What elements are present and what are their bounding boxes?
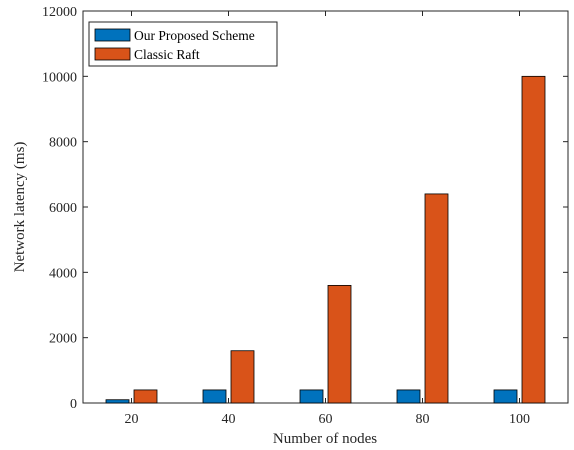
y-tick-label: 2000 <box>49 332 77 347</box>
bar-our-proposed-scheme-100 <box>493 389 518 404</box>
x-tick-label: 40 <box>222 412 236 427</box>
legend-label-classic-raft: Classic Raft <box>134 47 200 62</box>
bar-our-proposed-scheme-40 <box>202 389 227 404</box>
bar-classic-raft-100 <box>521 75 546 404</box>
x-tick-label: 60 <box>319 412 333 427</box>
bars-layer <box>105 75 546 404</box>
bar-classic-raft-20 <box>133 389 158 404</box>
bar-classic-raft-40 <box>230 350 255 404</box>
legend-swatch-classic-raft <box>94 47 131 61</box>
x-tick-label: 20 <box>125 412 139 427</box>
y-tick-label: 10000 <box>42 70 77 85</box>
bar-classic-raft-60 <box>327 284 352 404</box>
bar-our-proposed-scheme-20 <box>105 399 130 404</box>
y-tick-label: 0 <box>70 397 77 412</box>
y-tick-label: 6000 <box>49 201 77 216</box>
y-axis-title: Network latency (ms) <box>12 142 28 273</box>
bar-our-proposed-scheme-60 <box>299 389 324 404</box>
legend-swatch-our-proposed-scheme <box>94 28 131 42</box>
ticks-layer: 0 2000 4000 6000 8000 10000 12000 20 40 60 80 100 <box>42 5 568 427</box>
plot-area <box>82 10 569 404</box>
legend-label-our-proposed-scheme: Our Proposed Scheme <box>134 28 255 43</box>
x-tick-label: 80 <box>416 412 430 427</box>
x-tick-label: 100 <box>509 412 530 427</box>
legend: Our Proposed Scheme Classic Raft <box>88 21 278 67</box>
y-tick-label: 8000 <box>49 136 77 151</box>
bar-classic-raft-80 <box>424 193 449 404</box>
y-tick-label: 4000 <box>49 266 77 281</box>
x-axis-title: Number of nodes <box>273 431 377 447</box>
bar-our-proposed-scheme-80 <box>396 389 421 404</box>
y-tick-label: 12000 <box>42 5 77 20</box>
